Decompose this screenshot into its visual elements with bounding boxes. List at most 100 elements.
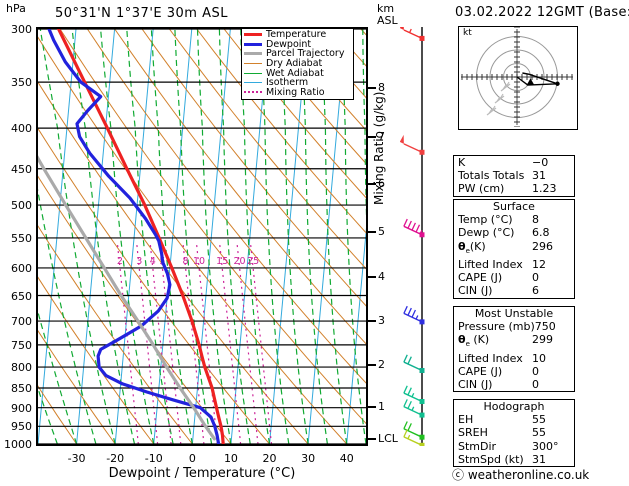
profile-dewpoint [47, 29, 221, 444]
copyright-notice: ⓒ weatheronline.co.uk [452, 468, 590, 482]
pressure-tick-label: 900 [11, 401, 32, 415]
legend-swatch-parcel-trajectory [244, 52, 262, 56]
legend-swatch-mixing-ratio [244, 91, 262, 94]
index-value: 0 [532, 271, 539, 285]
mixing-ratio-axis-title: Mixing Ratio (g/kg) [372, 91, 386, 205]
mixing-ratio-label: 25 [247, 256, 259, 267]
legend-label: Isotherm [266, 77, 309, 89]
index-label: K [458, 156, 466, 169]
general-row: Totals Totals 31 [454, 169, 574, 182]
mixing-ratio-label: 8 [183, 256, 189, 267]
mixing-ratio-label: 4 [150, 256, 156, 267]
pressure-tick-label: 850 [11, 381, 32, 395]
hodograph-stats-row: StmDir 300° [454, 440, 574, 453]
wind-barb [403, 429, 425, 448]
altitude-tick-label: 3 [378, 314, 385, 328]
legend-label: Mixing Ratio [266, 86, 325, 98]
surface-row: CIN (J) 6 [454, 284, 574, 297]
altitude-tick [368, 320, 376, 323]
datetime-title: 03.02.2022 12GMT (Base: 12) [455, 5, 629, 20]
wind-barb [399, 134, 425, 155]
legend-item: Dewpoint [244, 40, 351, 50]
hodograph-stats-row: EH 55 [454, 413, 574, 426]
index-label: EH [458, 413, 474, 427]
altitude-tick-label: 5 [378, 224, 385, 238]
index-value: 750 [534, 320, 556, 334]
index-label: SREH [458, 426, 488, 440]
temperature-tick-label: 40 [339, 452, 354, 465]
legend-swatch-temperature [244, 33, 262, 37]
legend-item: Mixing Ratio [244, 88, 351, 98]
index-value: 0 [532, 378, 539, 392]
pressure-tick-label: 700 [11, 315, 32, 329]
temperature-tick-label: 30 [301, 452, 316, 465]
index-value: 31 [532, 452, 546, 466]
index-value: −0 [532, 156, 549, 169]
index-value: 300° [532, 439, 559, 453]
index-label: θe (K) [458, 333, 490, 349]
pressure-tick-label: 450 [11, 162, 32, 176]
profile-parcel-trajectory [38, 155, 216, 441]
temperature-tick-label: 0 [188, 452, 196, 465]
index-value: 0 [532, 365, 539, 378]
index-value: 55 [532, 413, 546, 427]
surface-row: Lifted Index 12 [454, 258, 574, 271]
legend-item: Isotherm [244, 78, 351, 88]
pressure-tick-label: 950 [11, 420, 32, 434]
altitude-tick [368, 405, 376, 408]
surface-row: Dewp (°C) 6.8 [454, 226, 574, 239]
altitude-tick-label: 8 [378, 80, 385, 94]
km-unit-label: km [377, 2, 395, 15]
surface-row: Temp (°C) 8 [454, 213, 574, 226]
most-unstable-row: θe (K) 299 [454, 333, 574, 351]
hodograph-stats-row: StmSpd (kt) 31 [454, 453, 574, 466]
wind-barb [403, 305, 425, 325]
index-value: 296 [532, 239, 553, 253]
pressure-tick-label: 800 [11, 361, 32, 375]
wind-barb [403, 218, 425, 238]
altitude-tick [368, 363, 376, 366]
index-label: CAPE (J) [458, 271, 503, 285]
legend: Temperature Dewpoint Parcel Trajectory Dry … [241, 28, 354, 101]
index-value: 6 [532, 284, 539, 298]
altitude-tick [368, 230, 376, 233]
hodograph-stats-heading: Hodograph [483, 400, 545, 413]
most-unstable-row: CIN (J) 0 [454, 378, 574, 391]
index-value: 299 [532, 333, 553, 347]
index-value: 31 [532, 169, 546, 183]
most-unstable-row: Lifted Index 10 [454, 352, 574, 365]
legend-item: Temperature [244, 30, 351, 40]
index-label: PW (cm) [458, 182, 505, 196]
wind-barb [403, 354, 425, 374]
pressure-tick-label: 600 [11, 261, 32, 275]
most-unstable-heading: Most Unstable [474, 307, 554, 320]
index-value: 55 [532, 426, 546, 440]
lcl-label: LCL [378, 431, 398, 445]
altitude-tick-label: 2 [378, 357, 385, 371]
altitude-tick [368, 86, 376, 89]
index-label: Temp (°C) [458, 213, 513, 227]
altitude-tick-label: 4 [378, 269, 385, 283]
legend-label: Parcel Trajectory [266, 48, 345, 60]
asl-unit-label: ASL [377, 14, 398, 27]
indices-panel-general: K −0 Totals Totals 31 PW (cm) 1.23 [453, 155, 575, 197]
hodograph-unit-label: kt [463, 28, 472, 38]
index-label: Pressure (mb) [458, 320, 535, 334]
profile-temperature [57, 29, 225, 444]
altitude-tick-label: 6 [378, 176, 385, 190]
index-value: 6.8 [532, 226, 550, 240]
mixing-ratio-label: 20 [234, 256, 246, 267]
index-value: 12 [532, 258, 546, 271]
index-label: θe(K) [458, 239, 486, 255]
legend-label: Dry Adiabat [266, 58, 323, 70]
legend-item: Parcel Trajectory [244, 49, 351, 59]
surface-row: CAPE (J) 0 [454, 271, 574, 284]
altitude-tick-label: 1 [378, 399, 385, 413]
index-value: 8 [532, 213, 539, 227]
indices-panel-hodograph: Hodograph EH 55 SREH 55 StmDir 300° StmSpd (kt)… [453, 399, 575, 468]
most-unstable-row: Pressure (mb) 750 [454, 320, 574, 333]
storm-motion-marker [526, 78, 535, 86]
altitude-tick [368, 135, 376, 138]
legend-item: Wet Adiabat [244, 68, 351, 78]
wind-barb [399, 21, 425, 41]
